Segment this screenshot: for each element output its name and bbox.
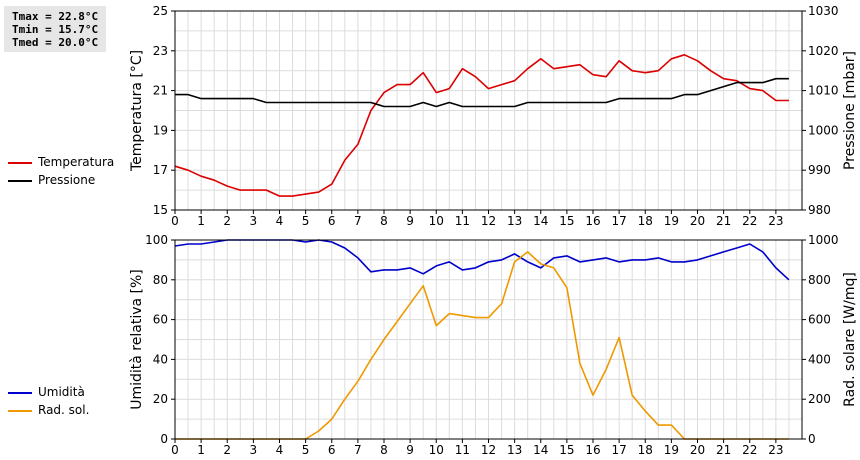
bottom-x-tick-label: 9 (406, 443, 414, 457)
top-x-tick-label: 0 (171, 214, 179, 228)
top-left-tick-label: 15 (153, 203, 168, 217)
bottom-x-tick-label: 4 (276, 443, 284, 457)
top-left-tick-label: 25 (153, 4, 168, 18)
top-x-tick-label: 6 (328, 214, 336, 228)
bottom-x-tick-label: 3 (250, 443, 258, 457)
bottom-x-tick-label: 5 (302, 443, 310, 457)
bottom-left-tick-label: 40 (153, 352, 168, 366)
bottom-right-tick-label: 1000 (808, 233, 839, 247)
bottom-x-tick-label: 12 (481, 443, 496, 457)
top-x-tick-label: 15 (559, 214, 574, 228)
top-x-tick-label: 3 (250, 214, 258, 228)
top-x-tick-label: 2 (223, 214, 231, 228)
top-left-tick-label: 17 (153, 163, 168, 177)
bottom-x-tick-label: 8 (380, 443, 388, 457)
bottom-left-tick-label: 0 (160, 432, 168, 446)
bottom-left-tick-label: 100 (145, 233, 168, 247)
top-right-tick-label: 1030 (808, 4, 839, 18)
top-series-0-line (174, 53, 789, 197)
bottom-x-tick-label: 6 (328, 443, 336, 457)
bottom-x-tick-label: 21 (716, 443, 731, 457)
bottom-x-tick-label: 19 (664, 443, 679, 457)
bottom-right-tick-label: 400 (808, 352, 831, 366)
legend-label-temperatura: Temperatura (38, 155, 115, 169)
top-x-tick-label: 14 (533, 214, 548, 228)
top-x-tick-label: 13 (507, 214, 522, 228)
tmed-text: Tmed = 20.0°C (12, 36, 99, 49)
top-x-tick-label: 4 (276, 214, 284, 228)
top-right-tick-label: 1010 (808, 84, 839, 98)
bottom-right-tick-label: 800 (808, 273, 831, 287)
legend-label-pressione: Pressione (38, 173, 96, 187)
top-left-tick-label: 21 (153, 84, 168, 98)
bottom-x-tick-label: 1 (197, 443, 205, 457)
bottom-x-tick-label: 22 (742, 443, 757, 457)
top-left-axis-label: Temperatura [°C] (129, 50, 145, 172)
bottom-x-tick-label: 7 (354, 443, 362, 457)
bottom-x-tick-label: 11 (455, 443, 470, 457)
top-x-tick-label: 9 (406, 214, 414, 228)
bottom-left-axis-label: Umidità relativa [%] (129, 269, 145, 410)
bottom-x-tick-label: 18 (638, 443, 653, 457)
top-x-tick-label: 5 (302, 214, 310, 228)
stats-box: Tmax = 22.8°C Tmin = 15.7°C Tmed = 20.0°… (4, 6, 106, 52)
bottom-right-tick-label: 200 (808, 392, 831, 406)
top-left-tick-label: 23 (153, 44, 168, 58)
bottom-x-tick-label: 17 (611, 443, 626, 457)
top-x-tick-label: 11 (455, 214, 470, 228)
top-right-tick-label: 1000 (808, 123, 839, 137)
bottom-left-tick-label: 80 (153, 273, 168, 287)
top-x-tick-label: 23 (768, 214, 783, 228)
top-left-tick-label: 19 (153, 123, 168, 137)
bottom-x-tick-label: 0 (171, 443, 179, 457)
top-x-tick-label: 22 (742, 214, 757, 228)
legend-label-umidita: Umidità (38, 385, 85, 399)
bottom-x-tick-label: 2 (223, 443, 231, 457)
top-x-tick-label: 16 (585, 214, 600, 228)
top-series-1-line (175, 77, 789, 108)
bottom-x-tick-label: 23 (768, 443, 783, 457)
bottom-left-tick-label: 60 (153, 313, 168, 327)
top-x-tick-label: 12 (481, 214, 496, 228)
bottom-right-axis-label: Rad. solare [W/mq] (842, 272, 858, 407)
top-x-tick-label: 19 (664, 214, 679, 228)
bottom-right-tick-label: 0 (808, 432, 816, 446)
bottom-right-tick-label: 600 (808, 313, 831, 327)
top-x-tick-label: 21 (716, 214, 731, 228)
tmax-text: Tmax = 22.8°C (12, 10, 99, 23)
legend-swatch-rad-sol (8, 410, 32, 412)
bottom-x-tick-label: 16 (585, 443, 600, 457)
top-x-tick-label: 7 (354, 214, 362, 228)
bottom-x-tick-label: 10 (429, 443, 444, 457)
bottom-x-tick-label: 13 (507, 443, 522, 457)
legend-swatch-umidita (8, 392, 32, 394)
legend-label-rad-sol: Rad. sol. (38, 403, 90, 417)
bottom-left-tick-label: 20 (153, 392, 168, 406)
legend-swatch-temperatura (8, 162, 32, 164)
top-x-tick-label: 8 (380, 214, 388, 228)
top-right-axis-label: Pressione [mbar] (842, 51, 858, 170)
top-x-tick-label: 20 (690, 214, 705, 228)
bottom-x-tick-label: 14 (533, 443, 548, 457)
top-right-tick-label: 980 (808, 203, 831, 217)
top-x-tick-label: 1 (197, 214, 205, 228)
top-right-tick-label: 1020 (808, 44, 839, 58)
bottom-x-tick-label: 15 (559, 443, 574, 457)
bottom-x-tick-label: 20 (690, 443, 705, 457)
tmin-text: Tmin = 15.7°C (12, 23, 99, 36)
top-right-tick-label: 990 (808, 163, 831, 177)
top-x-tick-label: 17 (611, 214, 626, 228)
top-x-tick-label: 18 (638, 214, 653, 228)
top-x-tick-label: 10 (429, 214, 444, 228)
legend-swatch-pressione (8, 180, 32, 182)
